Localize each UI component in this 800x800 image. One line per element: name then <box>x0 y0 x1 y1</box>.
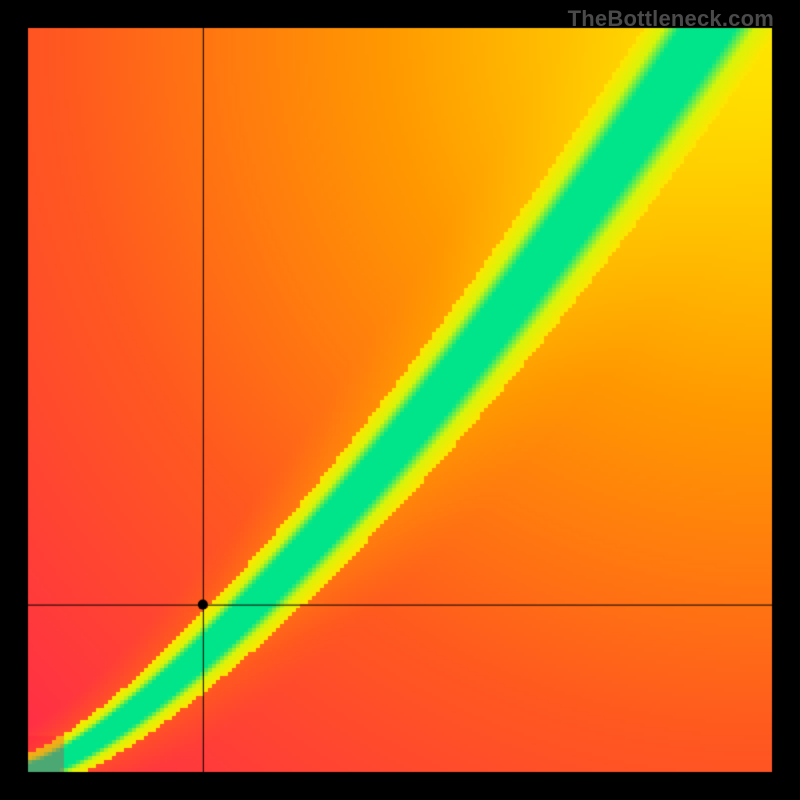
watermark-label: TheBottleneck.com <box>568 6 774 32</box>
chart-container: TheBottleneck.com <box>0 0 800 800</box>
bottleneck-heatmap <box>0 0 800 800</box>
